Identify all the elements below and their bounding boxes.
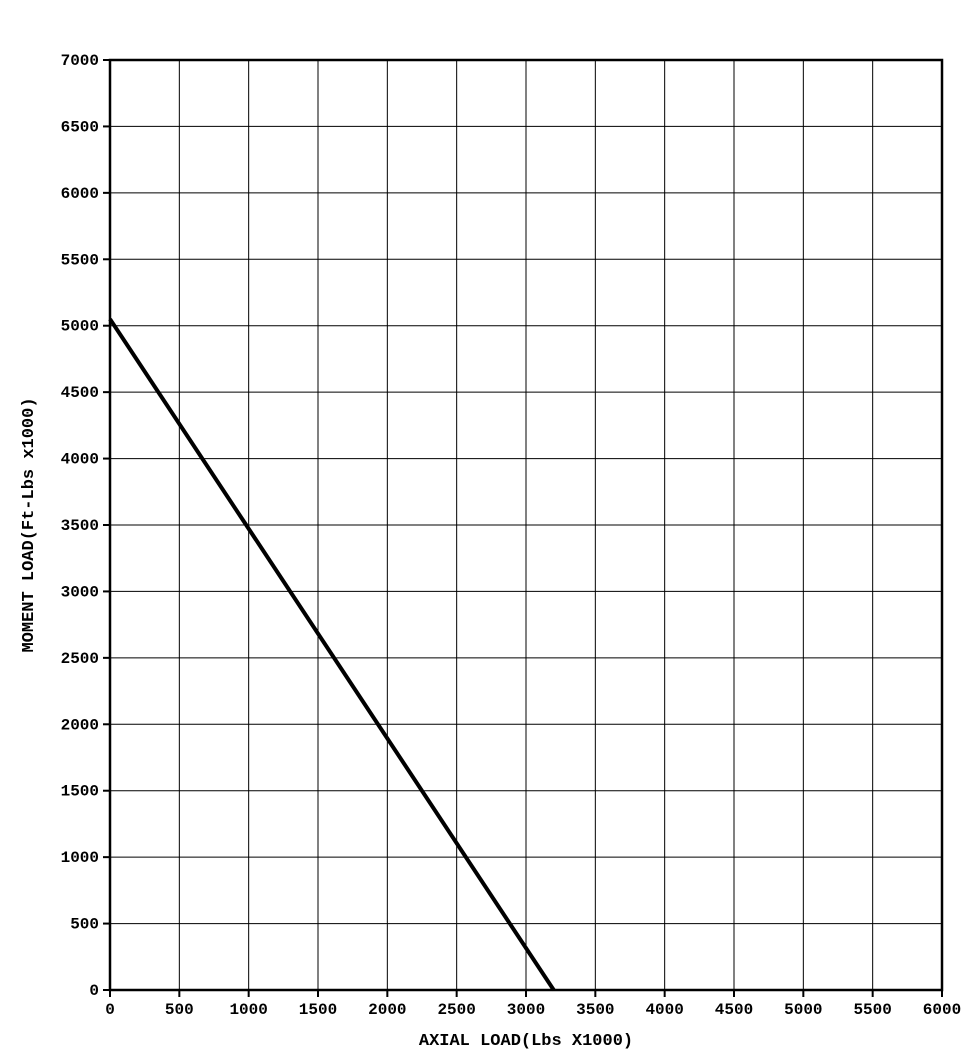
x-tick-label: 500 — [165, 1001, 194, 1019]
y-tick-label: 2500 — [61, 650, 99, 668]
y-tick-label: 6000 — [61, 185, 99, 203]
y-tick-label: 1500 — [61, 783, 99, 801]
x-tick-label: 3000 — [507, 1001, 545, 1019]
y-tick-label: 5500 — [61, 251, 99, 269]
x-tick-label: 4000 — [645, 1001, 683, 1019]
y-tick-label: 7000 — [61, 52, 99, 70]
x-tick-label: 2000 — [368, 1001, 406, 1019]
y-tick-label: 2000 — [61, 716, 99, 734]
chart-container: 0500100015002000250030003500400045005000… — [0, 0, 969, 1055]
y-tick-label: 5000 — [61, 318, 99, 336]
x-tick-label: 6000 — [923, 1001, 961, 1019]
y-tick-label: 1000 — [61, 849, 99, 867]
y-tick-label: 6500 — [61, 118, 99, 136]
y-tick-label: 4500 — [61, 384, 99, 402]
series-load-curve — [110, 319, 554, 990]
x-axis-label: AXIAL LOAD(Lbs X1000) — [419, 1032, 633, 1051]
x-tick-label: 5000 — [784, 1001, 822, 1019]
x-tick-label: 4500 — [715, 1001, 753, 1019]
x-tick-label: 1000 — [229, 1001, 267, 1019]
y-tick-label: 4000 — [61, 451, 99, 469]
y-axis-label: MOMENT LOAD(Ft-Lbs x1000) — [20, 397, 39, 652]
x-tick-label: 3500 — [576, 1001, 614, 1019]
y-tick-label: 3000 — [61, 583, 99, 601]
x-tick-label: 1500 — [299, 1001, 337, 1019]
y-tick-label: 0 — [89, 982, 99, 1000]
x-tick-label: 0 — [105, 1001, 115, 1019]
x-tick-label: 2500 — [437, 1001, 475, 1019]
x-tick-label: 5500 — [853, 1001, 891, 1019]
y-tick-label: 500 — [70, 916, 99, 934]
y-tick-label: 3500 — [61, 517, 99, 535]
chart-svg: 0500100015002000250030003500400045005000… — [0, 0, 969, 1055]
